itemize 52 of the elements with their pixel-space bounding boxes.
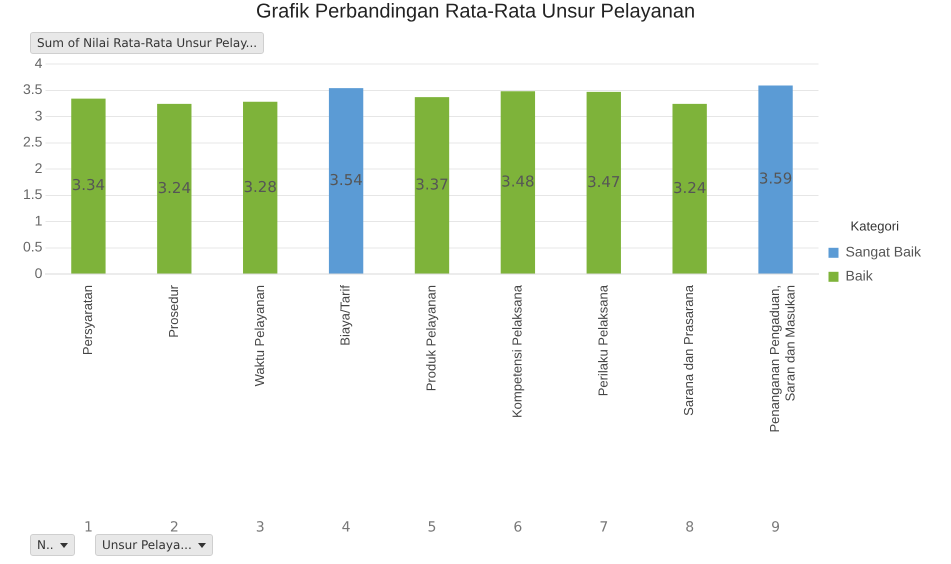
text: 9 <box>771 520 780 536</box>
x-tick-label: Perilaku Pelaksana <box>595 284 610 396</box>
bar <box>157 104 192 274</box>
text: 7 <box>599 520 608 536</box>
data-label: 3.59 <box>758 170 792 188</box>
text: 8 <box>685 520 694 536</box>
x-tick-label: Biaya/Tarif <box>338 284 353 346</box>
bar <box>586 92 621 274</box>
text: 4 <box>342 520 351 536</box>
x-tick-label: Kompetensi Pelaksana <box>509 284 524 418</box>
bar <box>71 98 106 274</box>
legend-label: Sangat Baik <box>846 244 922 260</box>
text: 3 <box>256 520 265 536</box>
data-label: 3.47 <box>587 172 620 191</box>
text: 2 <box>170 520 179 536</box>
x-tick-label: Prosedur <box>166 284 181 338</box>
y-tick-label: 3.5 <box>22 81 43 98</box>
x-tick-label: Penanganan Pengaduan, Saran dan Masukan <box>767 285 798 432</box>
legend-label: Baik <box>846 268 874 284</box>
text: 5 <box>428 520 436 536</box>
y-tick-label: 0.5 <box>22 238 43 255</box>
data-label: 3.28 <box>243 178 277 196</box>
x-tick-label: Waktu Pelayanan <box>252 285 267 386</box>
bar <box>500 91 536 274</box>
bar <box>243 102 278 274</box>
y-tick-label: 0 <box>34 264 43 281</box>
legend-title: Kategori <box>850 218 900 234</box>
y-tick-label: 1 <box>34 212 43 228</box>
data-label: 3.37 <box>415 175 449 194</box>
chart-title: Grafik Perbandingan Rata-Rata Unsur Pelayanan <box>256 0 696 23</box>
text: Unsur Pelaya... <box>102 538 192 552</box>
data-label: 3.48 <box>501 172 535 191</box>
x-tick-label: Produk Pelayanan <box>424 285 439 392</box>
bar <box>672 104 707 274</box>
x-tick-label: Sarana dan Prasarana <box>681 284 696 416</box>
text: N.. <box>37 538 54 552</box>
y-tick-label: 1.5 <box>22 186 43 202</box>
text: 1 <box>84 520 93 536</box>
x-tick-label: Persyaratan <box>80 285 95 356</box>
text: Sum of Nilai Rata-Rata Unsur Pelay... <box>37 36 258 50</box>
y-tick-label: 4 <box>34 54 43 71</box>
bar <box>758 86 793 274</box>
y-tick-label: 2.5 <box>22 134 43 150</box>
data-label: 3.24 <box>158 178 192 197</box>
text: 6 <box>513 520 522 536</box>
data-label: 3.34 <box>72 176 106 194</box>
y-tick-label: 2 <box>34 160 43 176</box>
data-label: 3.24 <box>672 178 706 197</box>
data-label: 3.54 <box>329 170 363 189</box>
y-tick-label: 3 <box>34 107 43 124</box>
bar <box>414 97 450 274</box>
bar <box>328 88 364 274</box>
